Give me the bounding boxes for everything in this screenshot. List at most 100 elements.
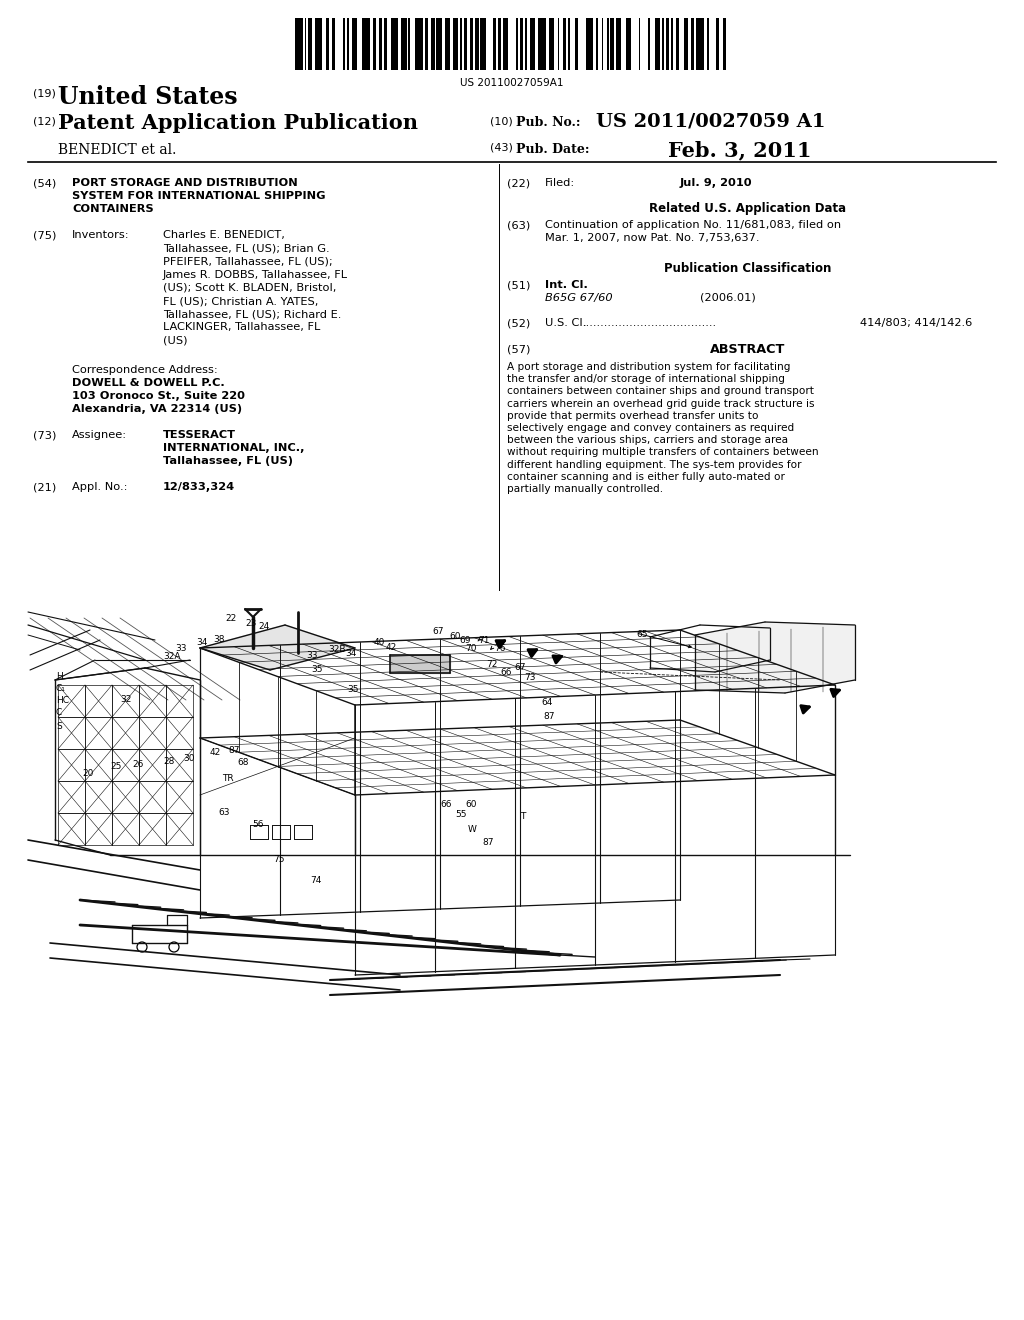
Text: 56: 56 [252,820,263,829]
Text: Continuation of application No. 11/681,083, filed on: Continuation of application No. 11/681,0… [545,220,841,230]
Text: (52): (52) [507,318,530,327]
Bar [716,18,720,70]
Text: Tallahassee, FL (US): Tallahassee, FL (US) [163,457,293,466]
Text: Pub. No.:: Pub. No.: [516,116,581,129]
Bar [639,18,640,70]
Text: 30: 30 [183,754,195,763]
Text: (19): (19) [33,88,56,98]
Bar [574,18,578,70]
Text: 12/833,324: 12/833,324 [163,482,236,492]
Bar [343,18,345,70]
Text: 65: 65 [636,630,647,639]
Bar [416,18,423,70]
Text: Tallahassee, FL (US); Richard E.: Tallahassee, FL (US); Richard E. [163,309,341,319]
Bar [567,18,569,70]
Text: (12): (12) [33,116,56,125]
Bar [361,18,370,70]
Text: 32B: 32B [328,645,345,653]
Text: 34: 34 [345,649,356,657]
Text: carriers wherein an overhead grid guide track structure is: carriers wherein an overhead grid guide … [507,399,814,409]
Text: 26: 26 [132,760,143,770]
Text: Inventors:: Inventors: [72,230,130,240]
Text: PFEIFER, Tallahassee, FL (US);: PFEIFER, Tallahassee, FL (US); [163,256,333,267]
Text: without requiring multiple transfers of containers between: without requiring multiple transfers of … [507,447,818,458]
Bar [516,18,518,70]
Text: C: C [56,708,62,717]
Bar [525,18,527,70]
Text: 74: 74 [310,876,322,884]
Text: Correspondence Address:: Correspondence Address: [72,366,218,375]
Text: 60: 60 [449,632,461,642]
Text: BENEDICT et al.: BENEDICT et al. [58,143,176,157]
Bar [539,18,546,70]
Bar [648,18,650,70]
Bar [707,18,709,70]
Text: (10): (10) [490,116,513,125]
Polygon shape [695,622,855,693]
Text: Assignee:: Assignee: [72,430,127,440]
Text: 55: 55 [455,810,467,818]
Bar [601,18,603,70]
Text: 87: 87 [228,746,240,755]
Bar [480,18,485,70]
Text: 69: 69 [459,636,470,645]
Text: 28: 28 [163,756,174,766]
Text: TR: TR [222,774,233,783]
Text: SYSTEM FOR INTERNATIONAL SHIPPING: SYSTEM FOR INTERNATIONAL SHIPPING [72,191,326,201]
Text: 67: 67 [432,627,443,636]
Text: (2006.01): (2006.01) [700,293,756,304]
Text: LACKINGER, Tallahassee, FL: LACKINGER, Tallahassee, FL [163,322,321,333]
Text: Jul. 9, 2010: Jul. 9, 2010 [680,178,753,187]
Bar [663,18,664,70]
Bar [557,18,559,70]
Text: Filed:: Filed: [545,178,575,187]
Bar [562,18,566,70]
Text: between the various ships, carriers and storage area: between the various ships, carriers and … [507,436,788,445]
Text: provide that permits overhead transfer units to: provide that permits overhead transfer u… [507,411,759,421]
Text: 20: 20 [82,770,93,777]
Text: (US): (US) [163,335,187,346]
Text: 42: 42 [386,643,397,652]
Bar [304,18,306,70]
Text: (US); Scott K. BLADEN, Bristol,: (US); Scott K. BLADEN, Bristol, [163,282,336,293]
Polygon shape [200,624,355,671]
Bar [475,18,478,70]
Text: FL (US); Christian A. YATES,: FL (US); Christian A. YATES, [163,296,318,306]
Text: Mar. 1, 2007, now Pat. No. 7,753,637.: Mar. 1, 2007, now Pat. No. 7,753,637. [545,234,760,243]
Bar [499,18,502,70]
Text: 32: 32 [120,696,131,704]
Bar [655,18,660,70]
Text: W: W [468,825,477,834]
Text: 87: 87 [543,711,555,721]
Text: 35: 35 [311,665,323,675]
Text: (51): (51) [507,280,530,290]
Text: containers between container ships and ground transport: containers between container ships and g… [507,387,814,396]
Text: T: T [520,812,525,821]
Text: 414/803; 414/142.6: 414/803; 414/142.6 [860,318,972,327]
Text: (54): (54) [33,178,56,187]
Text: US 2011/0027059 A1: US 2011/0027059 A1 [596,114,825,131]
Text: Related U.S. Application Data: Related U.S. Application Data [649,202,847,215]
Bar [379,18,382,70]
Bar [425,18,428,70]
Text: 33: 33 [306,651,317,660]
Text: Patent Application Publication: Patent Application Publication [58,114,418,133]
Text: 64: 64 [541,698,552,708]
Text: Publication Classification: Publication Classification [665,261,831,275]
Text: partially manually controlled.: partially manually controlled. [507,484,664,494]
Text: 66: 66 [440,800,452,809]
Text: selectively engage and convey containers as required: selectively engage and convey containers… [507,422,795,433]
Bar [596,18,598,70]
Bar [671,18,673,70]
Text: S: S [56,722,61,731]
Bar [308,18,311,70]
Text: Appl. No.:: Appl. No.: [72,482,128,492]
Bar [351,18,356,70]
Text: 42: 42 [210,748,221,756]
Text: 75: 75 [273,855,285,865]
Text: 72: 72 [486,660,498,669]
Text: 60: 60 [465,800,476,809]
Text: James R. DOBBS, Tallahassee, FL: James R. DOBBS, Tallahassee, FL [163,269,348,280]
Text: U.S. Cl.: U.S. Cl. [545,318,587,327]
Bar [332,18,335,70]
